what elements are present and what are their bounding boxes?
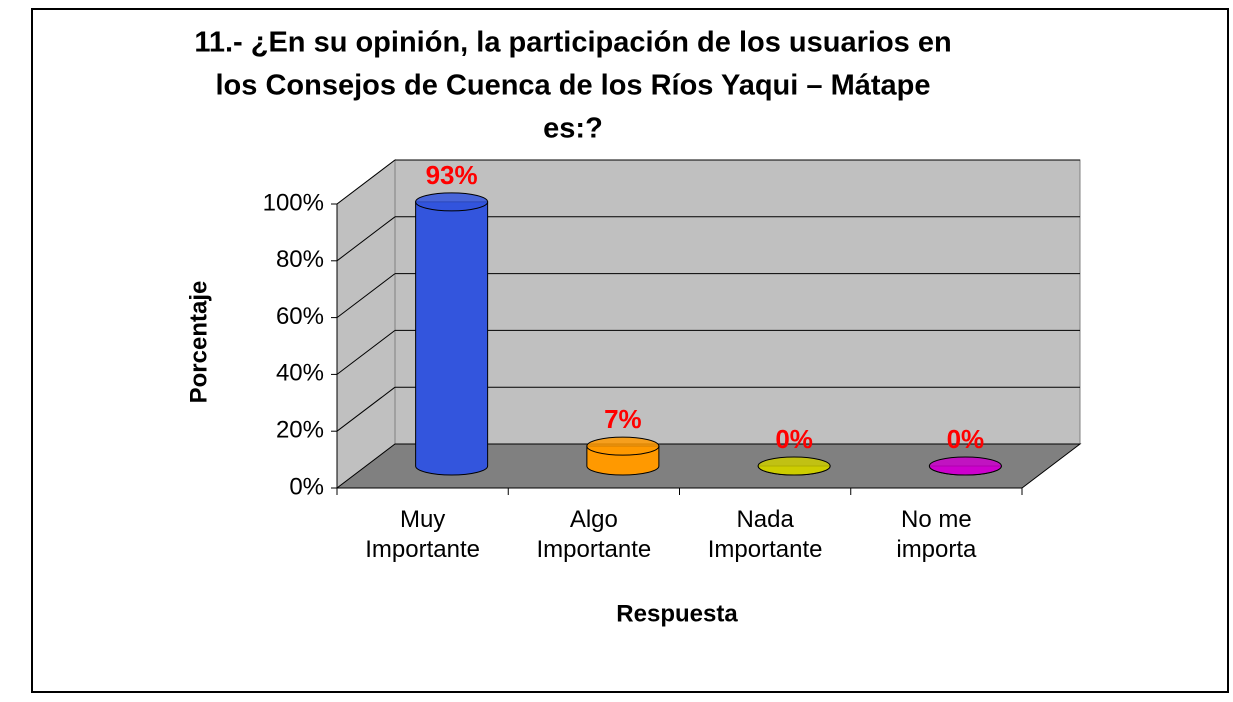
bar <box>586 436 660 476</box>
y-tick-label: 80% <box>276 246 324 273</box>
chart-title: es:? <box>543 113 603 145</box>
chart-title: los Consejos de Cuenca de los Ríos Yaqui… <box>215 70 930 102</box>
grid-line <box>336 216 396 262</box>
back-wall <box>394 159 1081 445</box>
data-label: 0% <box>947 424 985 454</box>
bar-part <box>586 436 660 456</box>
bar <box>928 456 1002 476</box>
x-tick-label: Nada Importante <box>707 506 823 563</box>
data-label: 0% <box>775 424 813 454</box>
x-tick-label: Algo Importante <box>536 506 652 563</box>
x-tick-label: No me importa <box>896 506 977 563</box>
y-tick-label: 0% <box>289 473 324 500</box>
bar-part <box>928 456 1002 476</box>
data-label: 93% <box>426 160 478 190</box>
chart-title: 11.- ¿En su opinión, la participación de… <box>194 27 951 59</box>
y-tick-label: 20% <box>276 417 324 444</box>
grid-line <box>336 386 396 432</box>
bar <box>757 456 831 476</box>
bar <box>415 192 489 476</box>
bar-part <box>415 201 489 476</box>
y-tick-label: 100% <box>263 189 324 216</box>
y-axis-title: Porcentaje <box>185 281 212 404</box>
grid-line <box>336 159 396 205</box>
y-tick-label: 60% <box>276 303 324 330</box>
y-tick-label: 40% <box>276 360 324 387</box>
bar-part <box>757 456 831 476</box>
x-axis-title: Respuesta <box>616 600 738 627</box>
x-tick-label: Muy Importante <box>365 506 480 563</box>
bar-part <box>415 192 489 212</box>
data-label: 7% <box>604 404 642 434</box>
side-wall <box>336 158 396 490</box>
grid-line <box>336 273 396 318</box>
grid-line <box>336 330 396 375</box>
